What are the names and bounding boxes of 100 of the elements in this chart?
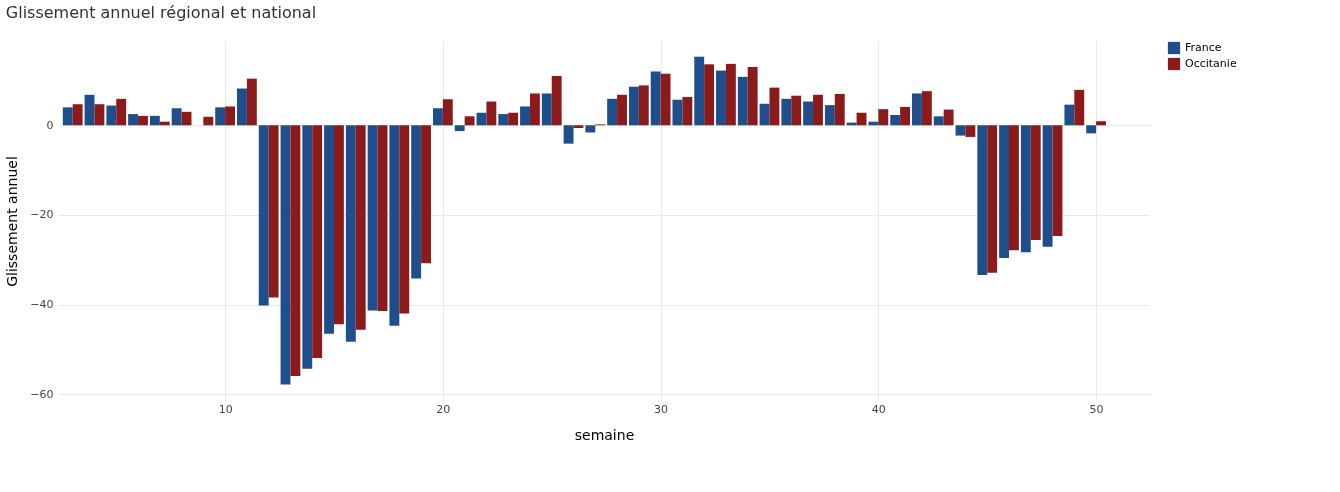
bar <box>432 108 443 126</box>
x-axis-title: semaine <box>574 426 635 443</box>
bar <box>1020 125 1031 253</box>
bar <box>585 125 596 133</box>
bar <box>258 125 269 306</box>
bar <box>824 105 835 126</box>
bar <box>682 97 693 126</box>
bar <box>377 125 388 311</box>
bar <box>737 76 748 126</box>
bar <box>813 94 823 126</box>
x-tick-label: 20 <box>436 402 451 416</box>
bar <box>890 114 901 126</box>
bar <box>421 125 431 264</box>
bar <box>486 101 497 126</box>
bar <box>725 63 736 126</box>
legend-label: France <box>1185 41 1222 54</box>
bar <box>1096 121 1106 126</box>
legend-label: Occitanie <box>1185 57 1237 70</box>
bar <box>411 125 422 279</box>
bar <box>355 125 366 330</box>
bar <box>943 109 954 126</box>
bar <box>334 125 344 325</box>
bar <box>399 125 410 314</box>
x-tick-label: 40 <box>871 402 886 416</box>
bar <box>965 125 976 137</box>
bar <box>1042 125 1053 247</box>
bar <box>563 125 574 144</box>
chart-title: Glissement annuel régional et national <box>5 3 317 22</box>
y-tick-label: −60 <box>30 387 54 401</box>
bar <box>529 93 540 126</box>
bar <box>72 104 83 126</box>
y-tick-label: 0 <box>46 118 54 132</box>
bar <box>203 116 214 126</box>
y-axis-title: Glissement annuel <box>4 156 21 287</box>
bar <box>650 71 661 126</box>
bar <box>900 106 911 126</box>
bar <box>1064 104 1075 126</box>
bar <box>345 125 356 342</box>
bar <box>803 101 814 126</box>
bar <box>912 93 922 126</box>
bar <box>171 108 182 126</box>
bar <box>367 125 378 311</box>
bar <box>660 73 671 126</box>
bar <box>442 99 453 126</box>
bar <box>694 56 705 126</box>
x-tick-label: 30 <box>654 402 669 416</box>
bar <box>781 98 792 126</box>
bar <box>62 107 73 126</box>
bar <box>280 125 291 385</box>
bar <box>149 115 160 126</box>
y-tick-label: −40 <box>30 298 54 312</box>
bar <box>638 85 649 126</box>
bar <box>987 125 998 273</box>
bar <box>672 99 683 126</box>
bar <box>138 115 148 126</box>
bar <box>128 114 139 126</box>
bar <box>628 86 639 126</box>
bar <box>84 94 95 126</box>
bar <box>225 106 236 126</box>
bar <box>246 78 257 126</box>
bar <box>1052 125 1063 237</box>
bar <box>389 125 400 326</box>
bar <box>215 107 226 126</box>
bar <box>116 98 127 126</box>
bar <box>106 105 117 126</box>
bar <box>94 104 105 126</box>
bar <box>290 125 301 376</box>
bar <box>508 112 519 126</box>
bar <box>878 109 889 126</box>
bar <box>464 116 475 126</box>
bar <box>573 125 584 128</box>
bar <box>747 67 758 126</box>
bar <box>551 75 562 126</box>
bar <box>617 94 627 126</box>
bar <box>312 125 323 358</box>
bar <box>1074 89 1085 126</box>
bar <box>769 87 780 126</box>
y-tick-label: −20 <box>30 208 54 222</box>
bar <box>302 125 313 369</box>
bar <box>921 91 932 126</box>
bar <box>834 93 845 126</box>
x-tick-label: 10 <box>218 402 233 416</box>
bar <box>791 95 802 126</box>
bar <box>607 98 618 126</box>
bar <box>541 93 552 126</box>
bar <box>999 125 1009 258</box>
x-tick-label: 50 <box>1089 402 1104 416</box>
bar <box>324 125 334 334</box>
bar <box>933 116 944 126</box>
bar <box>454 125 465 132</box>
bar <box>498 114 509 126</box>
bar <box>268 125 279 298</box>
bar <box>520 106 530 126</box>
bar <box>716 70 726 126</box>
bar <box>704 64 715 126</box>
bar <box>237 88 247 126</box>
bar <box>1086 125 1097 134</box>
bar <box>977 125 988 276</box>
bar <box>955 125 966 136</box>
bar <box>1030 125 1041 241</box>
